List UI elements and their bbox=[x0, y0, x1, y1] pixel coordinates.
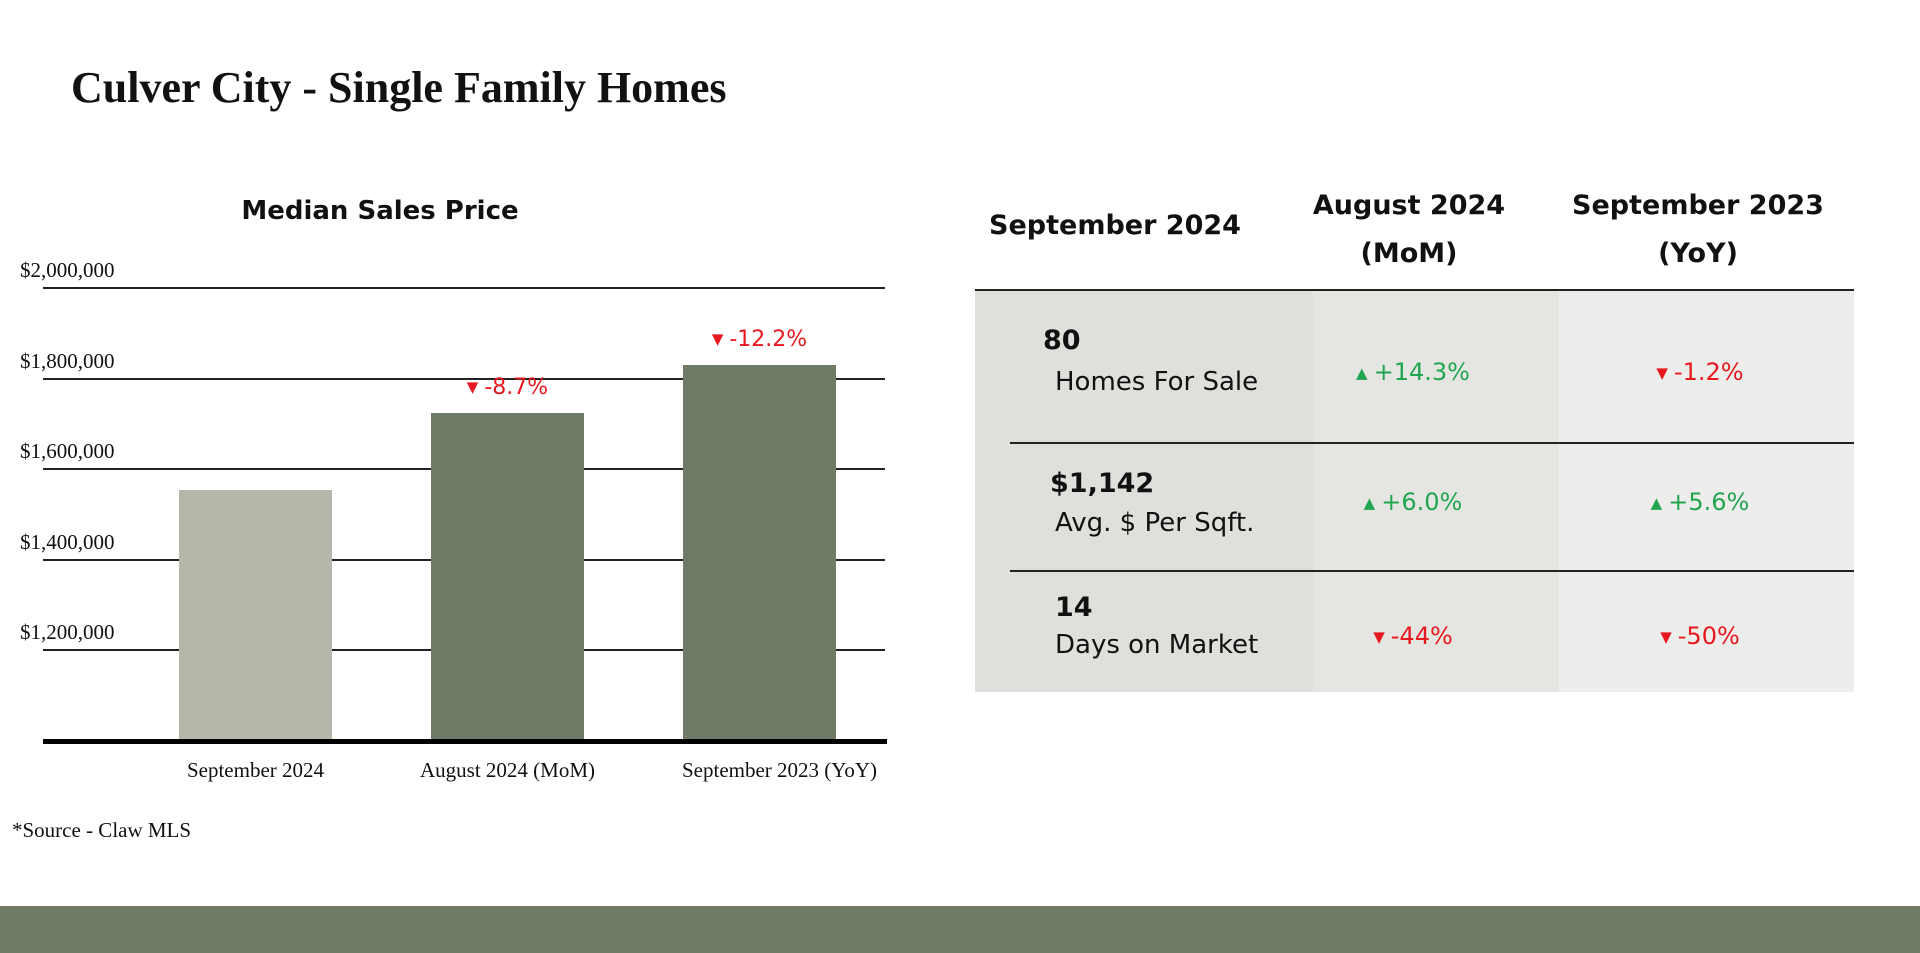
header-divider bbox=[975, 289, 1854, 291]
metric-value: $1,142 bbox=[1050, 468, 1155, 499]
y-tick-label: $2,000,000 bbox=[20, 258, 115, 282]
x-tick-label: September 2023 (YoY) bbox=[681, 758, 878, 782]
triangle-up-icon: ▲ bbox=[1363, 494, 1376, 512]
metric-label: Days on Market bbox=[1055, 630, 1259, 660]
triangle-down-icon: ▼ bbox=[1660, 628, 1672, 646]
footer-band bbox=[0, 906, 1920, 953]
page-title: Culver City - Single Family Homes bbox=[71, 63, 727, 112]
x-tick-label: September 2024 bbox=[186, 758, 325, 782]
y-tick-label: $1,200,000 bbox=[20, 620, 115, 645]
column-bg-yoy bbox=[1559, 291, 1854, 692]
gridline bbox=[43, 287, 885, 289]
chart-title: Median Sales Price bbox=[241, 196, 519, 226]
row-divider bbox=[1010, 570, 1854, 572]
triangle-up-icon: ▲ bbox=[1356, 364, 1368, 382]
y-tick-label: $1,600,000 bbox=[20, 439, 115, 464]
metric-value: 14 bbox=[1055, 592, 1093, 623]
bar-change-value: -8.7% bbox=[484, 374, 549, 400]
header-current: September 2024 bbox=[989, 210, 1241, 241]
bar-change-label: ▼ -8.7% bbox=[408, 375, 608, 400]
bar bbox=[683, 365, 836, 741]
mom-change: ▼ -44% bbox=[1373, 622, 1453, 650]
yoy-change: ▲ +5.6% bbox=[1650, 488, 1750, 516]
metric-label: Homes For Sale bbox=[1055, 367, 1259, 397]
triangle-down-icon: ▼ bbox=[466, 377, 479, 396]
triangle-up-icon: ▲ bbox=[1650, 494, 1663, 512]
yoy-change: ▼ -50% bbox=[1660, 622, 1740, 650]
x-tick-label: August 2024 (MoM) bbox=[419, 758, 595, 782]
mom-change: ▲ +6.0% bbox=[1363, 488, 1463, 516]
header-mom: August 2024 (MoM) bbox=[1312, 190, 1506, 269]
gridline bbox=[43, 377, 885, 380]
triangle-down-icon: ▼ bbox=[1656, 364, 1668, 382]
metric-value: 80 bbox=[1043, 325, 1081, 356]
bar bbox=[179, 489, 332, 741]
source-note: *Source - Claw MLS bbox=[12, 818, 192, 842]
metric-label: Avg. $ Per Sqft. bbox=[1055, 508, 1255, 538]
row-divider bbox=[1010, 442, 1854, 444]
column-bg-mom bbox=[1313, 291, 1559, 692]
y-tick-label: $1,400,000 bbox=[20, 529, 115, 554]
yoy-change: ▼ -1.2% bbox=[1656, 358, 1744, 386]
header-yoy: September 2023 (YoY) bbox=[1572, 190, 1824, 269]
x-axis-baseline bbox=[43, 739, 887, 744]
mom-change: ▲ +14.3% bbox=[1356, 358, 1470, 386]
bar-change-label: ▼ -12.2% bbox=[660, 327, 860, 352]
bar-change-value: -12.2% bbox=[729, 327, 808, 352]
y-tick-label: $1,800,000 bbox=[20, 348, 115, 373]
triangle-down-icon: ▼ bbox=[711, 330, 724, 348]
bar bbox=[431, 412, 584, 741]
column-bg-current bbox=[975, 291, 1313, 692]
triangle-down-icon: ▼ bbox=[1373, 628, 1385, 646]
